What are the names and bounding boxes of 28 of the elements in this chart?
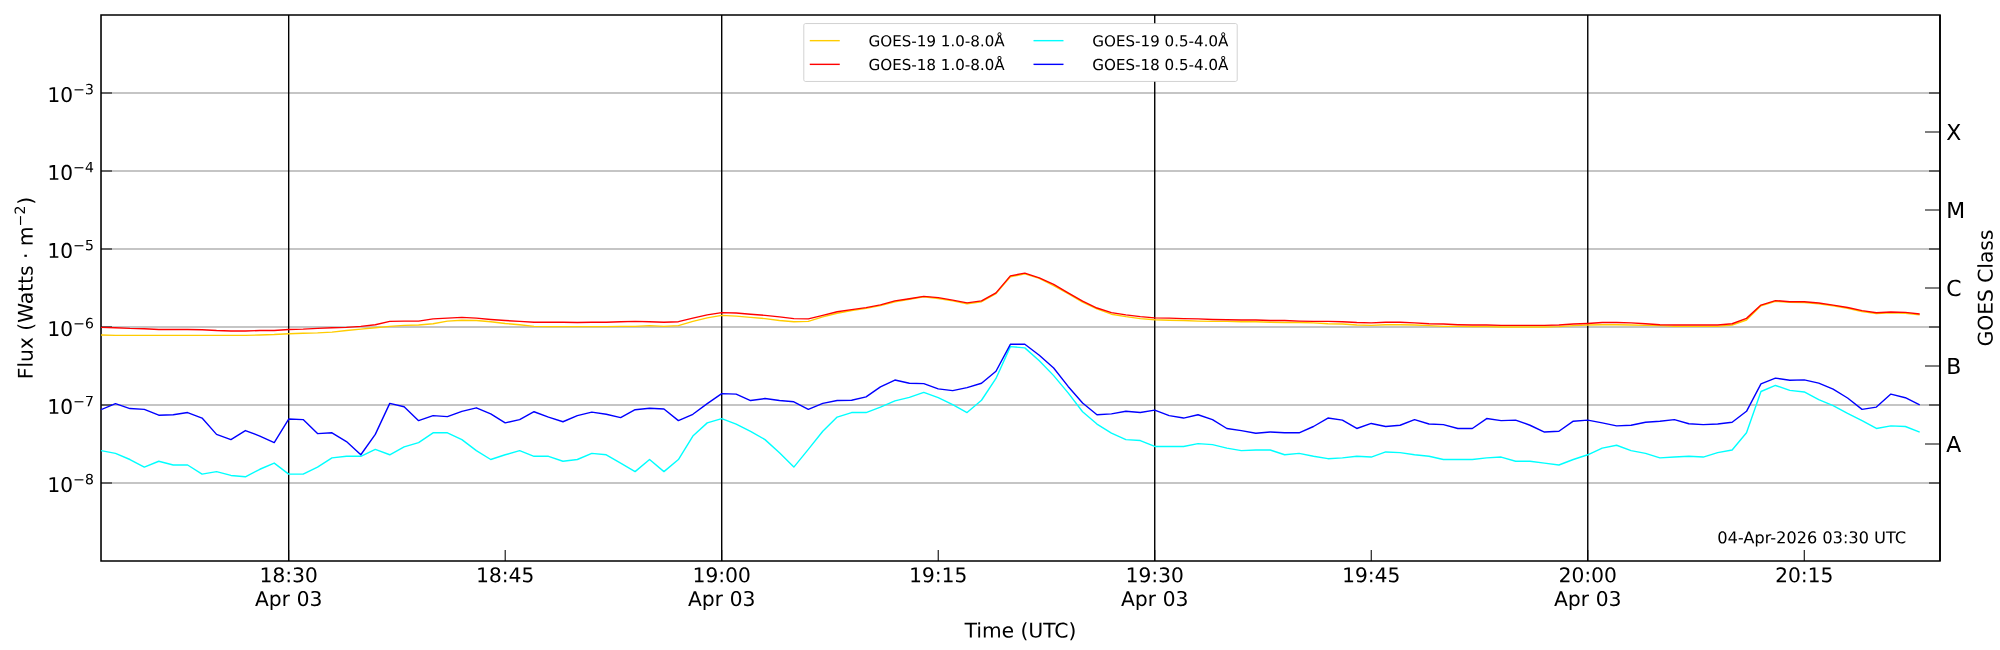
legend-label: GOES-19 1.0-8.0Å xyxy=(869,32,1005,47)
x-tick-label: 18:30 Apr 03 xyxy=(255,567,321,611)
x-tick-label: 18:45 xyxy=(478,567,533,583)
legend-label: GOES-18 1.0-8.0Å xyxy=(869,56,1005,71)
x-tick-label: 19:15 xyxy=(911,567,966,583)
category-label: A xyxy=(1946,435,1962,452)
y2-axis-title: GOES Class xyxy=(1977,230,1993,346)
x-tick-label: 19:00 Apr 03 xyxy=(688,567,754,611)
legend-label: GOES-19 0.5-4.0Å xyxy=(1093,32,1229,47)
y-axis-title: Flux (Watts · m$^{−2}$) xyxy=(14,198,36,378)
legend-label: GOES-18 0.5-4.0Å xyxy=(1093,56,1229,71)
y-tick-label: 10$^{−5}$ xyxy=(49,239,93,259)
category-label: C xyxy=(1947,279,1961,297)
category-label: X xyxy=(1946,123,1961,140)
x-axis-title: Time (UTC) xyxy=(964,622,1075,641)
category-label: M xyxy=(1948,201,1964,218)
x-tick-label: 19:30 Apr 03 xyxy=(1121,567,1187,611)
y-tick-label: 10$^{−4}$ xyxy=(49,161,94,181)
y-tick-label: 10$^{−6}$ xyxy=(49,317,94,337)
y-tick-label: 10$^{−7}$ xyxy=(49,395,93,415)
line-series xyxy=(101,343,1921,456)
y-tick-label: 10$^{−3}$ xyxy=(49,83,93,103)
category-label: B xyxy=(1948,357,1960,374)
annotation: 04-Apr-2026 03:30 UTC xyxy=(1718,531,1906,547)
y-tick-label: 10$^{−8}$ xyxy=(49,473,93,493)
x-tick-label: 19:45 xyxy=(1344,567,1399,583)
x-tick-label: 20:15 xyxy=(1776,567,1832,583)
x-tick-label: 20:00 Apr 03 xyxy=(1554,567,1620,611)
